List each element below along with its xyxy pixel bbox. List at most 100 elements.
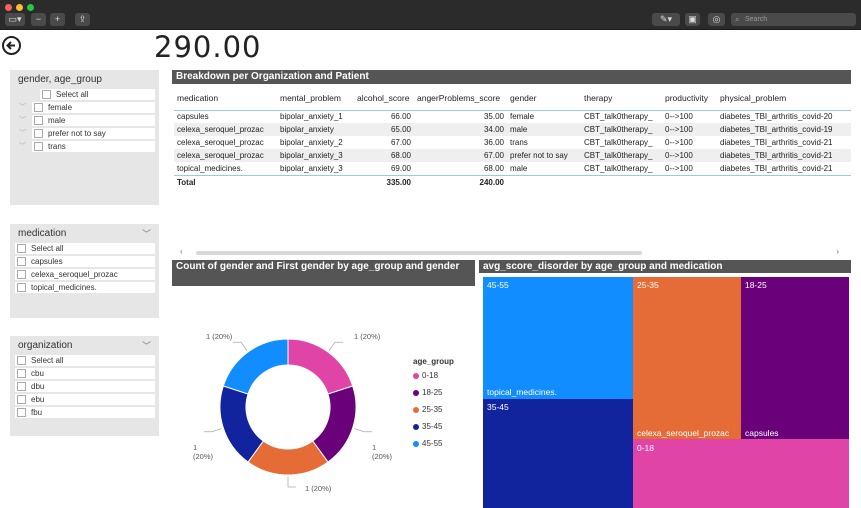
checkbox[interactable] xyxy=(17,369,26,378)
table-cell xyxy=(581,174,662,189)
column-header-anger-score[interactable]: angerProblems_score xyxy=(414,86,507,111)
legend-item-0-18[interactable]: 0-18 xyxy=(413,371,438,380)
slicer-item-label: Select all xyxy=(31,244,64,253)
back-button[interactable] xyxy=(2,36,21,55)
checkbox[interactable] xyxy=(34,129,43,138)
column-header-therapy[interactable]: therapy xyxy=(581,86,662,111)
column-header-productivity[interactable]: productivity xyxy=(662,86,717,111)
checkbox[interactable] xyxy=(17,257,26,266)
slicer-item-label: male xyxy=(48,116,66,125)
legend-item-35-45[interactable]: 35-45 xyxy=(413,422,442,431)
table-cell: topical_medicines. xyxy=(177,163,243,173)
checkbox[interactable] xyxy=(34,142,43,151)
treemap-tile-35-45[interactable]: 35-45 xyxy=(483,399,633,508)
export-button[interactable]: ▣ xyxy=(685,13,700,26)
search-field[interactable]: ⌕ Search xyxy=(731,13,856,26)
table-cell: CBT_talk0therapy_ xyxy=(584,138,653,147)
scrollbar-thumb[interactable] xyxy=(196,251,642,255)
slicer-item-dbu[interactable]: dbu xyxy=(15,381,155,392)
column-header-physical-problem[interactable]: physical_problem xyxy=(717,86,851,111)
legend-label: 0-18 xyxy=(422,371,439,380)
slicer-item-male[interactable]: ﹀ male xyxy=(19,115,155,126)
table-horizontal-scrollbar[interactable]: ‹ › xyxy=(174,247,851,257)
table-row[interactable]: capsules bipolar_anxiety_1 66.00 35.00 f… xyxy=(174,110,851,123)
legend-dot xyxy=(413,389,419,396)
slicer-medication: medication ﹀ Select all capsules celexa_… xyxy=(10,224,159,318)
column-header-mental-problem[interactable]: mental_problem xyxy=(277,86,354,111)
column-header-medication[interactable]: medication xyxy=(174,86,277,111)
slicer-item-select-all[interactable]: Select all xyxy=(15,243,155,254)
share-icon: ⇪ xyxy=(78,14,87,24)
checkbox[interactable] xyxy=(34,116,43,125)
slicer-item-trans[interactable]: ﹀ trans xyxy=(19,141,155,152)
slicer-item-ebu[interactable]: ebu xyxy=(15,394,155,405)
checkbox[interactable] xyxy=(17,356,26,365)
chevron-down-icon[interactable]: ﹀ xyxy=(141,229,151,239)
checkbox[interactable] xyxy=(34,103,43,112)
sidebar-toggle-button[interactable]: ▭▾ xyxy=(5,13,25,26)
treemap-tile-0-18[interactable]: 0-18 xyxy=(633,439,849,508)
table-row[interactable]: celexa_seroquel_prozac bipolar_anxiety_3… xyxy=(174,149,851,162)
slicer-item-celexa[interactable]: celexa_seroquel_prozac xyxy=(15,269,155,280)
donut-chart xyxy=(203,338,373,488)
annotate-button[interactable]: ◎ xyxy=(708,13,725,26)
chevron-down-icon[interactable]: ﹀ xyxy=(19,143,26,150)
total-label: Total xyxy=(174,174,277,189)
chevron-down-icon[interactable]: ﹀ xyxy=(19,104,26,111)
legend-label: 35-45 xyxy=(422,422,443,431)
slicer-item-capsules[interactable]: capsules xyxy=(15,256,155,267)
markup-button[interactable]: ✎▾ xyxy=(652,13,680,26)
donut-slice-45-55[interactable] xyxy=(222,338,289,395)
table-cell: trans xyxy=(510,138,528,147)
column-header-alcohol-score[interactable]: alcohol_score xyxy=(354,86,414,111)
chevron-down-icon[interactable]: ﹀ xyxy=(19,130,26,137)
zoom-window-button[interactable] xyxy=(27,4,34,11)
slicer-item-prefer-not-to-say[interactable]: ﹀ prefer not to say xyxy=(19,128,155,139)
chevron-down-icon[interactable]: ﹀ xyxy=(141,341,151,351)
checkbox[interactable] xyxy=(42,90,51,99)
slicer-item-cbu[interactable]: cbu xyxy=(15,368,155,379)
checkbox[interactable] xyxy=(17,408,26,417)
donut-data-label: 1 (20%) xyxy=(354,332,381,341)
checkbox[interactable] xyxy=(17,270,26,279)
slicer-item-fbu[interactable]: fbu xyxy=(15,407,155,418)
slicer-item-label: Select all xyxy=(56,90,89,99)
table-row[interactable]: celexa_seroquel_prozac bipolar_anxiety_2… xyxy=(174,136,851,149)
chevron-left-icon[interactable]: ‹ xyxy=(180,247,183,256)
treemap-tile-18-25[interactable]: 18-25 capsules xyxy=(741,277,849,439)
legend-dot xyxy=(413,423,419,430)
legend-item-45-55[interactable]: 45-55 xyxy=(413,439,442,448)
zoom-out-button[interactable]: − xyxy=(31,13,46,26)
checkbox[interactable] xyxy=(17,382,26,391)
close-window-button[interactable] xyxy=(5,4,12,11)
share-button[interactable]: ⇪ xyxy=(75,13,90,26)
table-cell: female xyxy=(510,112,535,122)
table-row[interactable]: topical_medicines. bipolar_anxiety_3 69.… xyxy=(174,162,851,175)
donut-slice-0-18[interactable] xyxy=(287,338,354,395)
column-header-gender[interactable]: gender xyxy=(507,86,581,111)
pen-icon: ✎▾ xyxy=(659,14,673,24)
minimize-window-button[interactable] xyxy=(16,4,23,11)
table-row[interactable]: celexa_seroquel_prozac bipolar_anxiety 6… xyxy=(174,123,851,136)
table-cell: diabetes_TBI_arthritis_covid-21 xyxy=(717,149,851,162)
slicer-item-topical[interactable]: topical_medicines. xyxy=(15,282,155,293)
slicer-item-female[interactable]: ﹀ female xyxy=(19,102,155,113)
treemap-tile-45-55[interactable]: 45-55 topical_medicines. xyxy=(483,277,633,399)
slicer-item-select-all[interactable]: Select all xyxy=(40,89,155,100)
chevron-right-icon[interactable]: › xyxy=(836,247,839,256)
chevron-down-icon[interactable]: ﹀ xyxy=(19,117,26,124)
legend-dot xyxy=(413,440,419,447)
treemap-tile-25-35[interactable]: 25-35 celexa_seroquel_prozac xyxy=(633,277,741,439)
table-cell: 0-->100 xyxy=(665,163,693,173)
legend-item-18-25[interactable]: 18-25 xyxy=(413,388,442,397)
checkbox[interactable] xyxy=(17,283,26,292)
donut-slice-35-45[interactable] xyxy=(219,385,265,463)
slicer-item-select-all[interactable]: Select all xyxy=(15,355,155,366)
checkbox[interactable] xyxy=(17,395,26,404)
slicer-item-label: ebu xyxy=(31,395,45,404)
back-arrow-icon xyxy=(6,41,15,50)
checkbox[interactable] xyxy=(17,244,26,253)
legend-item-25-35[interactable]: 25-35 xyxy=(413,405,442,414)
slicer-item-label: capsules xyxy=(31,257,63,266)
zoom-in-button[interactable]: + xyxy=(50,13,65,26)
